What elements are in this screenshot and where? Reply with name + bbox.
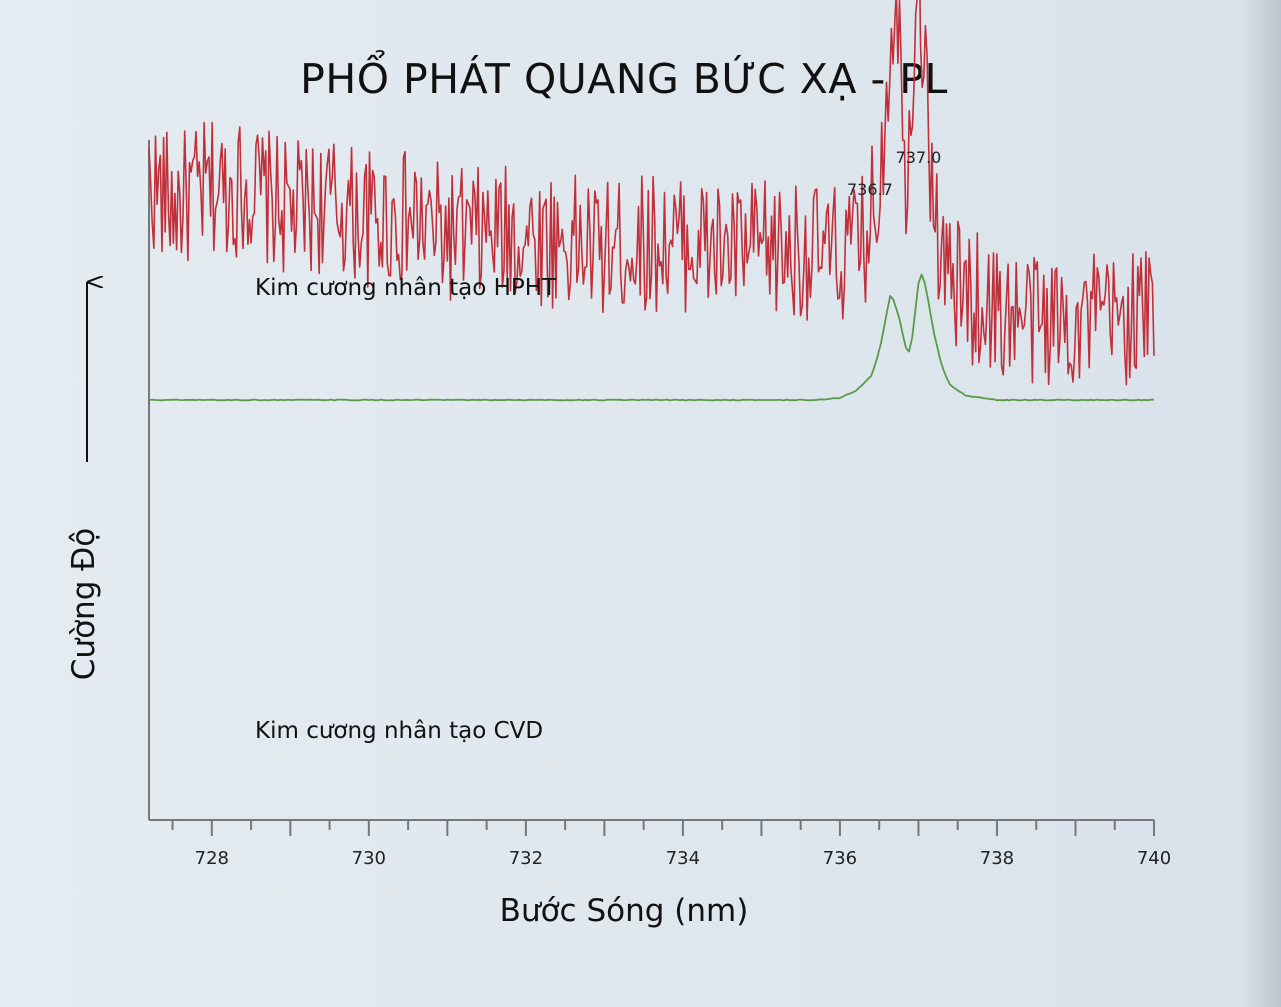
peak-label-736-7: 736.7 (847, 180, 893, 199)
x-tick-label: 738 (980, 848, 1014, 869)
x-tick-label: 736 (823, 848, 857, 869)
cvd-series-label: Kim cương nhân tạo CVD (255, 718, 543, 744)
x-tick-label: 734 (666, 848, 700, 869)
x-tick-label: 730 (352, 848, 386, 869)
hpht-series-label: Kim cương nhân tạo HPHT (255, 275, 557, 301)
chart-title: PHỔ PHÁT QUANG BỨC XẠ - PL (300, 55, 948, 103)
cvd-series-line (148, 273, 1155, 402)
x-tick-label: 740 (1137, 848, 1171, 869)
x-tick-label: 728 (195, 848, 229, 869)
peak-label-737-0: 737.0 (896, 148, 942, 167)
x-axis-label: Bước Sóng (nm) (499, 893, 749, 929)
hpht-series-line (148, 0, 1155, 386)
x-tick-label: 732 (509, 848, 543, 869)
